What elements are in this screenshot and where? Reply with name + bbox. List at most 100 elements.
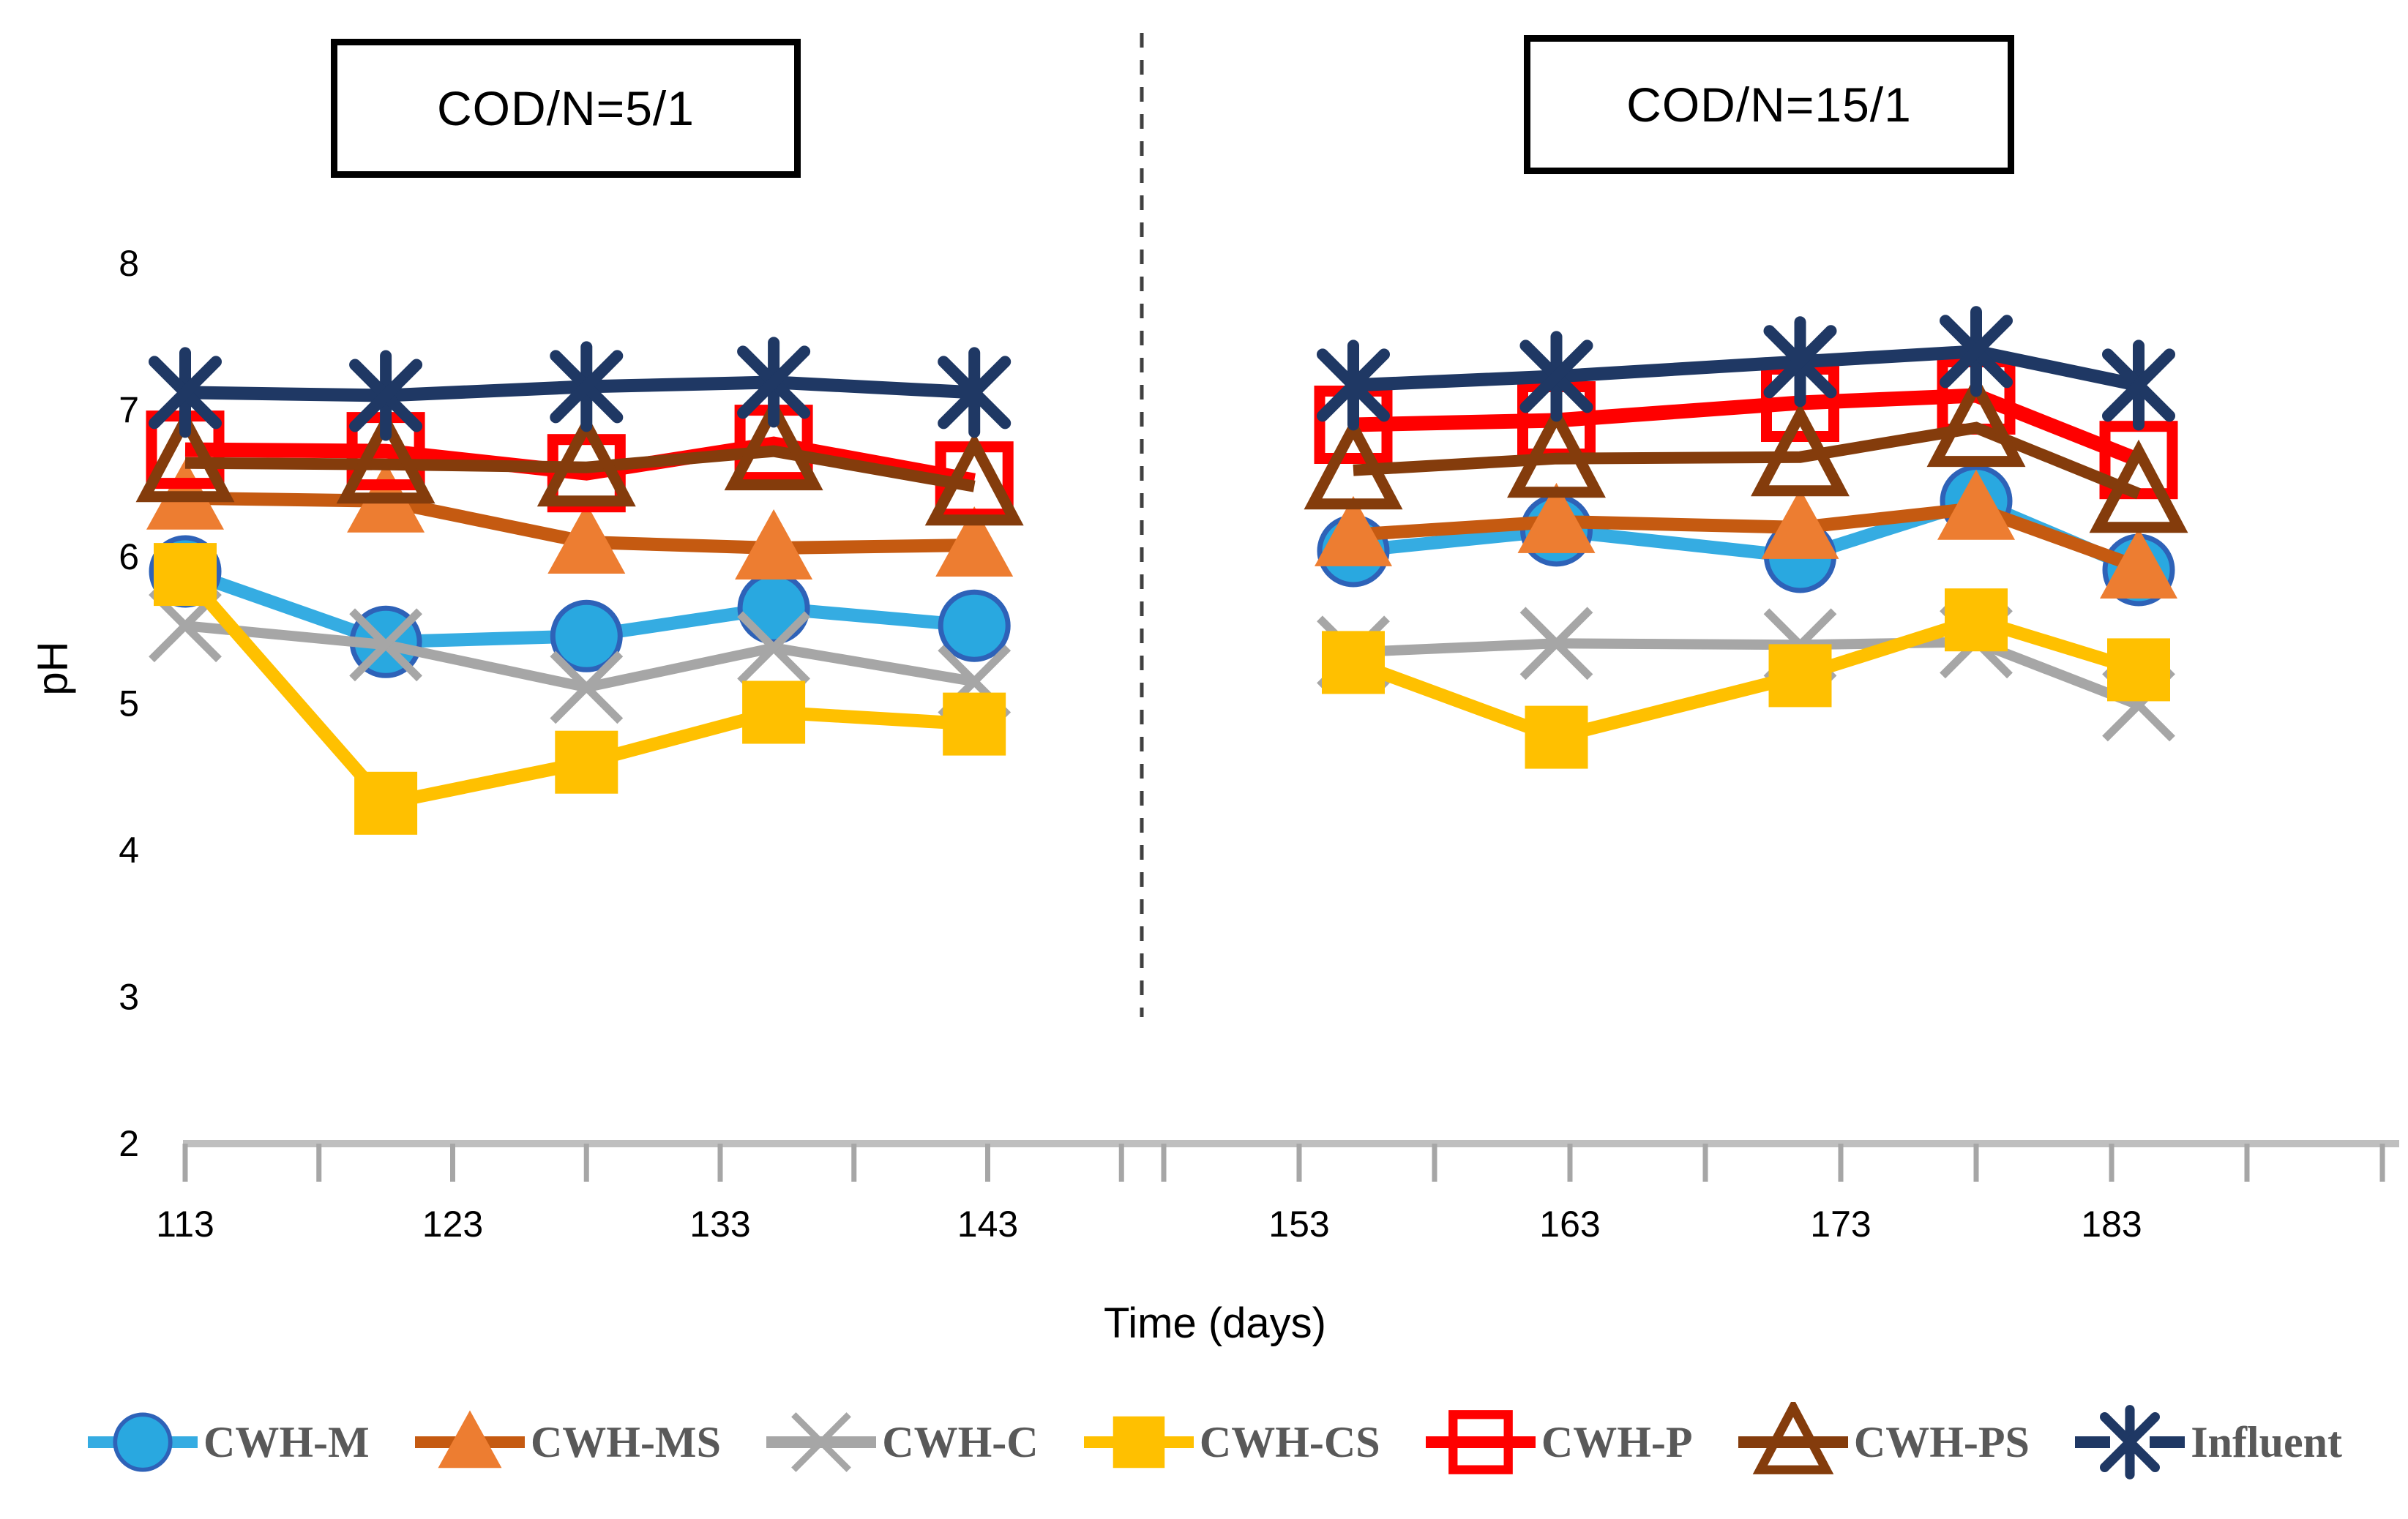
marker-square: [1113, 1416, 1165, 1469]
marker-open-triangle: [1752, 1402, 1834, 1474]
series-CWH-C: [149, 589, 2175, 742]
x-tick-label: 123: [422, 1204, 483, 1245]
series-CWH-PS: [135, 373, 2188, 533]
x-tick-label: 163: [1539, 1204, 1600, 1245]
y-tick-label: 8: [119, 243, 139, 284]
x-axis-title: Time (days): [1104, 1299, 1326, 1347]
marker-asterisk: [149, 347, 222, 438]
marker-square: [354, 771, 418, 835]
marker-x: [791, 1412, 852, 1472]
marker-x: [1519, 607, 1593, 680]
marker-open-triangle: [1751, 402, 1850, 497]
marker-open-triangle: [2089, 439, 2188, 533]
x-tick-label: 113: [156, 1204, 214, 1245]
legend-label: Influent: [2191, 1417, 2342, 1466]
legend-marker-circle-icon: [88, 1412, 198, 1472]
marker-triangle: [735, 509, 813, 580]
legend-item-CWH-C: CWH-C: [765, 1402, 1039, 1482]
marker-asterisk: [1317, 340, 1390, 431]
marker-circle: [113, 1412, 173, 1472]
marker-asterisk: [550, 341, 624, 432]
marker-triangle: [438, 1410, 502, 1469]
series-line: [1353, 421, 2142, 500]
legend-label: CWH-P: [1541, 1417, 1693, 1466]
marker-square: [2107, 638, 2170, 702]
marker-asterisk: [737, 337, 811, 428]
x-tick-label: 133: [689, 1204, 750, 1245]
marker-triangle: [1937, 469, 2015, 540]
marker-square: [1322, 631, 1385, 694]
y-tick-label: 4: [119, 830, 139, 871]
marker-open-square: [547, 434, 626, 513]
marker-square: [1768, 644, 1832, 708]
legend-item-CWH-MS: CWH-MS: [414, 1402, 721, 1482]
legend-label: CWH-PS: [1853, 1417, 2030, 1466]
series-line: [184, 445, 976, 492]
x-tick-label: 173: [1810, 1204, 1871, 1245]
marker-triangle: [547, 503, 626, 574]
y-tick-label: 6: [119, 536, 139, 577]
legend-item-CWH-M: CWH-M: [86, 1402, 370, 1482]
legend-item-CWH-P: CWH-P: [1424, 1402, 1693, 1482]
y-axis-title: pH: [29, 641, 77, 696]
legend-label: CWH-CS: [1199, 1417, 1380, 1466]
x-tick-label: 153: [1268, 1204, 1329, 1245]
legend-label: CWH-C: [882, 1417, 1039, 1466]
legend-marker-square-icon: [1083, 1416, 1194, 1469]
series-CWH-P: [146, 356, 2178, 520]
legend-item-CWH-CS: CWH-CS: [1083, 1402, 1380, 1482]
y-tick-label: 2: [119, 1123, 139, 1164]
y-tick-label: 5: [119, 683, 139, 724]
legend-marker-asterisk-icon: [2075, 1405, 2185, 1479]
marker-square: [1525, 705, 1588, 769]
marker-x: [349, 608, 422, 682]
marker-square: [154, 543, 217, 607]
marker-x: [737, 611, 810, 685]
marker-circle: [938, 589, 1011, 662]
panel-title-left: COD/N=5/1: [331, 39, 801, 178]
series-Influent: [149, 306, 2175, 441]
marker-triangle: [935, 506, 1014, 577]
marker-asterisk: [349, 350, 423, 441]
marker-asterisk: [938, 347, 1012, 438]
legend-marker-triangle-icon: [414, 1410, 525, 1469]
marker-open-triangle: [336, 410, 435, 504]
marker-open-triangle: [1507, 404, 1606, 498]
marker-triangle: [1517, 482, 1596, 553]
marker-open-square: [1448, 1410, 1513, 1474]
marker-triangle: [2100, 528, 2177, 599]
marker-asterisk: [2100, 1405, 2161, 1479]
marker-circle: [737, 571, 810, 645]
series-line: [1353, 345, 2140, 392]
legend-marker-x-icon: [766, 1412, 877, 1472]
legend-item-Influent: Influent: [2074, 1402, 2342, 1482]
panel-title-right: COD/N=15/1: [1524, 35, 2014, 174]
marker-triangle: [1761, 488, 1839, 559]
marker-triangle: [1315, 495, 1392, 566]
marker-square: [555, 730, 618, 794]
marker-asterisk: [2102, 340, 2175, 431]
x-tick-label: 143: [957, 1204, 1018, 1245]
legend-label: CWH-M: [203, 1417, 370, 1466]
series-line: [1350, 612, 2141, 745]
series-line: [1353, 494, 2142, 577]
y-tick-label: 7: [119, 390, 139, 431]
series-CWH-MS: [146, 459, 2177, 599]
legend-marker-triangle-open-icon: [1738, 1402, 1848, 1474]
marker-asterisk: [1763, 316, 1837, 408]
marker-circle: [550, 599, 623, 672]
legend-item-CWH-PS: CWH-PS: [1737, 1402, 2030, 1482]
y-tick-label: 3: [119, 977, 139, 1018]
marker-square: [1945, 588, 2008, 652]
legend: CWH-M CWH-MS CWH-C CWH-CS CWH-P CWH-PS Influen…: [86, 1402, 2342, 1482]
marker-open-triangle: [1926, 373, 2026, 468]
marker-square: [742, 680, 806, 744]
marker-open-triangle: [924, 432, 1024, 526]
marker-square: [943, 692, 1006, 756]
marker-asterisk: [1519, 331, 1593, 422]
legend-marker-square-open-icon: [1425, 1410, 1536, 1474]
marker-open-triangle: [135, 408, 235, 503]
x-tick-label: 183: [2081, 1204, 2142, 1245]
marker-open-triangle: [1304, 416, 1403, 510]
